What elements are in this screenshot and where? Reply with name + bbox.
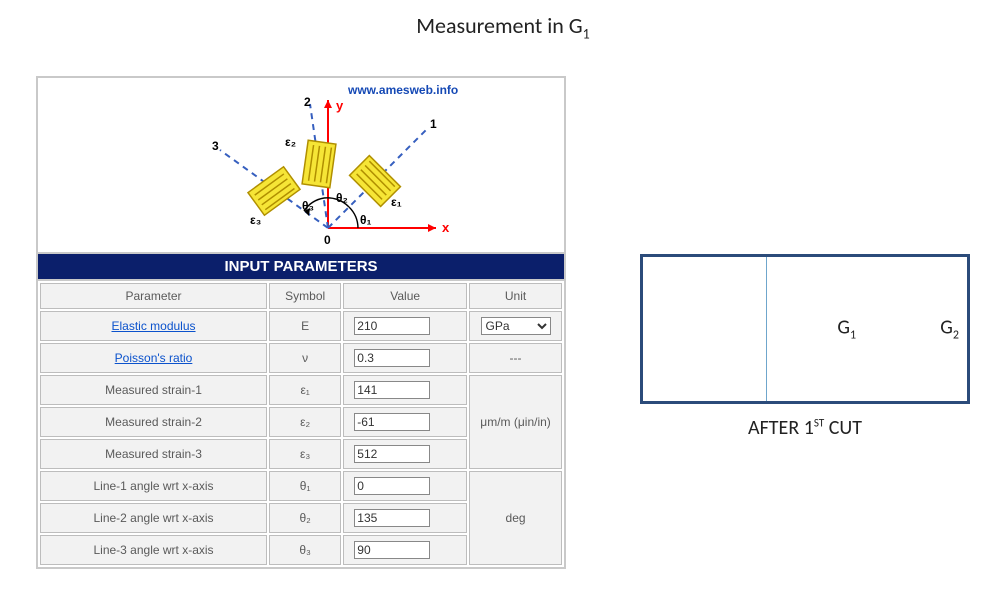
table-row: Poisson's ratio ν --- [40, 343, 562, 373]
axis-y-label: y [336, 98, 344, 113]
unit-cell: deg [469, 471, 562, 565]
param-cell: Elastic modulus [40, 311, 267, 341]
table-row: Line-1 angle wrt x-axisθ₁deg [40, 471, 562, 501]
col-unit: Unit [469, 283, 562, 309]
col-value: Value [343, 283, 467, 309]
value-input[interactable] [354, 349, 430, 367]
input-parameters-header: INPUT PARAMETERS [38, 252, 564, 281]
symbol-cell: ε₁ [269, 375, 341, 405]
symbol-cell: E [269, 311, 341, 341]
param-cell: Line-1 angle wrt x-axis [40, 471, 267, 501]
symbol-cell: ε₃ [269, 439, 341, 469]
value-cell [343, 407, 467, 437]
param-cell: Line-2 angle wrt x-axis [40, 503, 267, 533]
svg-text:ε₁: ε₁ [391, 195, 402, 209]
col-symbol: Symbol [269, 283, 341, 309]
svg-text:θ₂: θ₂ [336, 191, 348, 205]
svg-text:ε₃: ε₃ [250, 213, 261, 227]
table-row: Elastic modulus E GPaMPaksipsi [40, 311, 562, 341]
value-cell [343, 471, 467, 501]
cut-illustration: G1 G2 AFTER 1ST CUT [640, 254, 970, 440]
param-link[interactable]: Elastic modulus [111, 319, 195, 333]
unit-select[interactable]: GPaMPaksipsi [481, 317, 551, 335]
symbol-cell: θ₁ [269, 471, 341, 501]
dir-2-label: 2 [304, 95, 311, 109]
cut-caption: AFTER 1ST CUT [640, 416, 970, 440]
svg-text:θ₃: θ₃ [302, 199, 314, 213]
rosette-diagram: www.amesweb.info x y 0 1 2 3 [38, 78, 564, 252]
svg-text:θ₁: θ₁ [360, 213, 371, 227]
symbol-cell: ν [269, 343, 341, 373]
cut-divider [766, 257, 767, 401]
params-header-row: Parameter Symbol Value Unit [40, 283, 562, 309]
col-parameter: Parameter [40, 283, 267, 309]
param-cell: Measured strain-2 [40, 407, 267, 437]
axis-x-label: x [442, 220, 450, 235]
symbol-cell: θ₂ [269, 503, 341, 533]
dir-1-label: 1 [430, 117, 437, 131]
value-cell [343, 535, 467, 565]
value-input[interactable] [354, 509, 430, 527]
value-input[interactable] [354, 413, 430, 431]
page-title-text: Measurement in G [416, 12, 582, 39]
value-input[interactable] [354, 477, 430, 495]
value-input[interactable] [354, 445, 430, 463]
value-cell [343, 503, 467, 533]
cut-box: G1 G2 [640, 254, 970, 404]
value-cell [343, 311, 467, 341]
unit-cell: μm/m (μin/in) [469, 375, 562, 469]
unit-cell: GPaMPaksipsi [469, 311, 562, 341]
value-cell [343, 439, 467, 469]
unit-cell: --- [469, 343, 562, 373]
input-parameters-table: Parameter Symbol Value Unit Elastic modu… [38, 281, 564, 567]
dir-3-label: 3 [212, 139, 219, 153]
axis-origin-label: 0 [324, 233, 331, 247]
value-input[interactable] [354, 317, 430, 335]
g2-label: G2 [940, 316, 959, 343]
param-cell: Line-3 angle wrt x-axis [40, 535, 267, 565]
calculator-panel: www.amesweb.info x y 0 1 2 3 [36, 76, 566, 569]
param-link[interactable]: Poisson's ratio [115, 351, 193, 365]
value-cell [343, 343, 467, 373]
value-input[interactable] [354, 541, 430, 559]
page-title-sub: 1 [583, 25, 590, 42]
param-cell: Measured strain-3 [40, 439, 267, 469]
param-cell: Measured strain-1 [40, 375, 267, 405]
g1-label: G1 [837, 316, 856, 343]
value-input[interactable] [354, 381, 430, 399]
symbol-cell: θ₃ [269, 535, 341, 565]
symbol-cell: ε₂ [269, 407, 341, 437]
watermark-text: www.amesweb.info [347, 83, 458, 97]
table-row: Measured strain-1ε₁μm/m (μin/in) [40, 375, 562, 405]
param-cell: Poisson's ratio [40, 343, 267, 373]
svg-text:ε₂: ε₂ [285, 135, 296, 149]
page-title: Measurement in G1 [0, 12, 1006, 42]
value-cell [343, 375, 467, 405]
